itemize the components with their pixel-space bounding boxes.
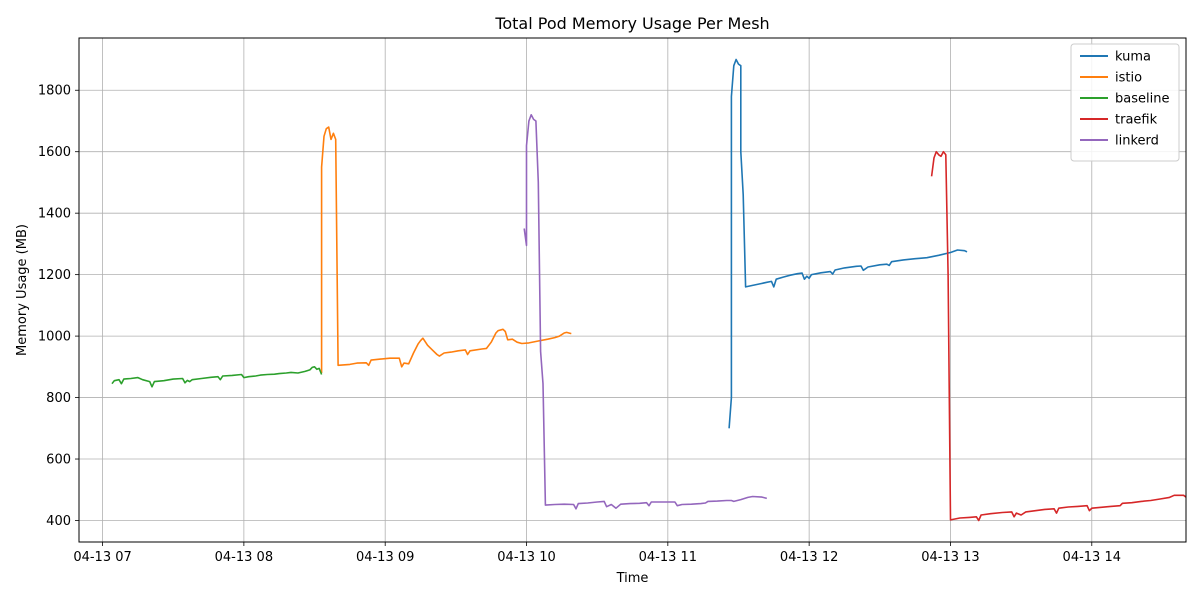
x-tick-label: 04-13 07 bbox=[73, 550, 131, 565]
y-tick-label: 1000 bbox=[38, 330, 71, 345]
legend-label-traefik: traefik bbox=[1115, 113, 1158, 128]
series-line-istio bbox=[320, 126, 572, 373]
series-line-kuma bbox=[728, 58, 968, 429]
x-tick-label: 04-13 10 bbox=[497, 550, 555, 565]
grid bbox=[79, 38, 1186, 542]
series-line-linkerd bbox=[523, 114, 768, 510]
legend-label-istio: istio bbox=[1115, 71, 1142, 86]
y-axis-label: Memory Usage (MB) bbox=[15, 224, 30, 356]
x-tick-label: 04-13 11 bbox=[639, 550, 697, 565]
legend-label-baseline: baseline bbox=[1115, 92, 1169, 107]
series-lines bbox=[111, 58, 1187, 522]
y-tick-label: 400 bbox=[46, 514, 71, 529]
y-axis-ticks: 400 600 800 1000 1200 1400 1600 1800 bbox=[38, 84, 79, 529]
x-tick-label: 04-13 13 bbox=[921, 550, 979, 565]
chart-title: Total Pod Memory Usage Per Mesh bbox=[494, 14, 769, 33]
legend-label-kuma: kuma bbox=[1115, 50, 1151, 65]
x-axis-label: Time bbox=[616, 571, 649, 586]
y-tick-label: 1400 bbox=[38, 207, 71, 222]
y-tick-label: 1200 bbox=[38, 268, 71, 283]
y-tick-label: 600 bbox=[46, 453, 71, 468]
y-tick-label: 800 bbox=[46, 391, 71, 406]
series-line-baseline bbox=[111, 365, 323, 388]
x-axis-ticks: 04-13 07 04-13 08 04-13 09 04-13 10 04-13 11… bbox=[73, 542, 1121, 565]
x-tick-label: 04-13 08 bbox=[215, 550, 273, 565]
legend: kuma istio baseline traefik linkerd bbox=[1070, 43, 1180, 162]
series-line-traefik bbox=[930, 150, 1187, 522]
x-tick-label: 04-13 12 bbox=[780, 550, 838, 565]
y-tick-label: 1600 bbox=[38, 145, 71, 160]
y-tick-label: 1800 bbox=[38, 84, 71, 99]
x-tick-label: 04-13 09 bbox=[356, 550, 414, 565]
legend-box bbox=[1070, 43, 1180, 162]
x-tick-label: 04-13 14 bbox=[1063, 550, 1121, 565]
plot-frame bbox=[78, 37, 1187, 543]
legend-label-linkerd: linkerd bbox=[1115, 134, 1159, 149]
